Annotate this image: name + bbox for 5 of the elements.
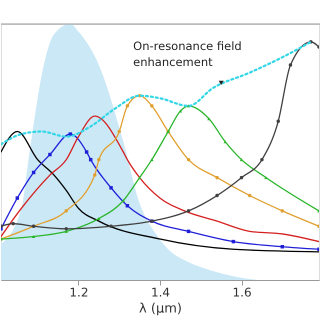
x-axis-title: λ (µm) bbox=[139, 302, 182, 316]
annotation: On-resonance field enhancement bbox=[133, 38, 242, 69]
x-tick-label: 1.4 bbox=[150, 286, 170, 300]
x-tick-label: 1.2 bbox=[69, 286, 89, 300]
x-tick-label: 1.6 bbox=[232, 286, 252, 300]
